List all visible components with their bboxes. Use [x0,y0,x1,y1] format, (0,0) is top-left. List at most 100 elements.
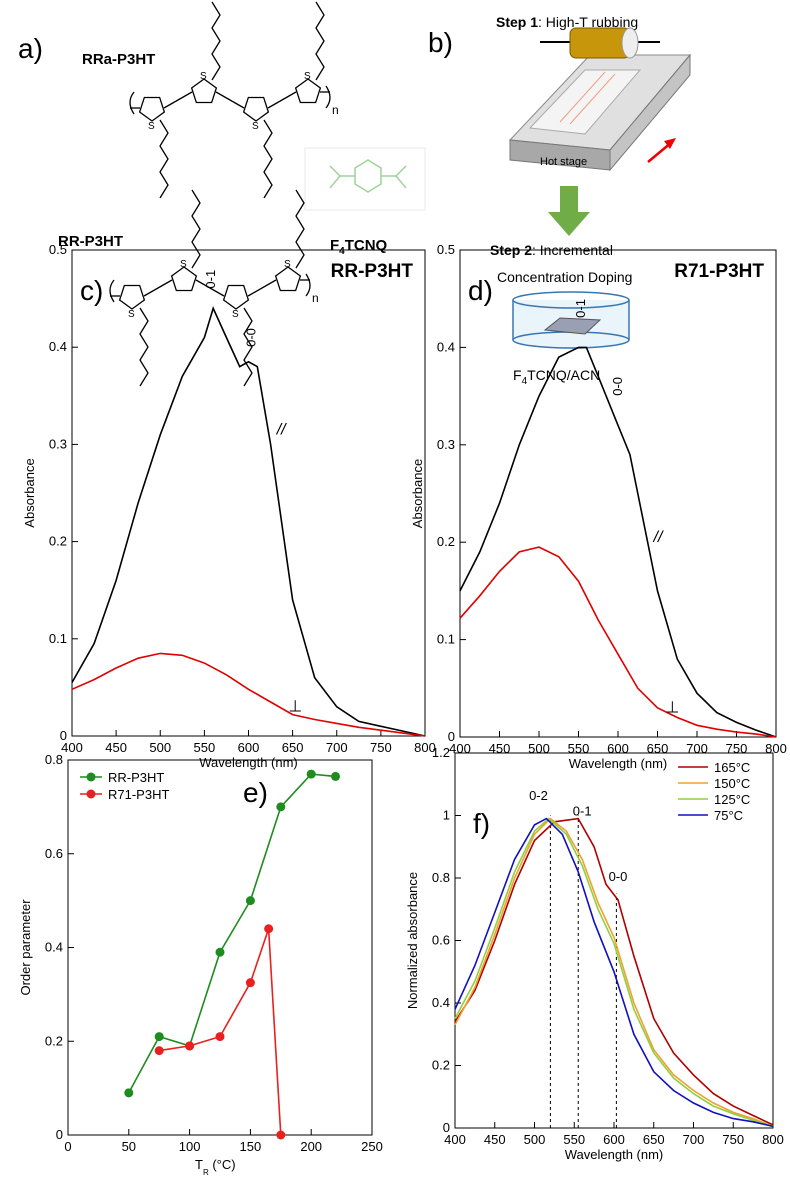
data-point [245,978,255,988]
step-name: Step 1 [496,14,538,30]
alkyl-chain [159,119,169,199]
dopant-structure [329,159,407,193]
legend-label: RR-P3HT [108,770,164,785]
x-axis-label: Wavelength (nm) [199,755,298,770]
alkyl-chain [191,189,201,269]
x-tick-label: 800 [765,741,787,756]
x-tick-label: 450 [484,1132,506,1147]
y-tick-label: 0 [443,1120,450,1135]
bracket [109,279,115,303]
y-tick-label: 0.4 [432,995,450,1010]
y-tick-label: 0.1 [49,631,67,646]
bracket [129,91,135,115]
dopant-image [304,147,426,211]
data-point [245,896,255,906]
ring-atom: S [148,121,155,132]
step-text: Step 1: High-T rubbing [496,14,638,30]
alkyl-chain [315,1,325,81]
series-line [459,546,777,738]
x-tick-label: 800 [762,1132,784,1147]
bond [143,279,173,297]
series-line [71,306,426,737]
label-part: (°C) [209,1157,236,1172]
legend-label: 125°C [714,792,750,807]
text-part: F [513,367,522,383]
x-axis-label: TR (°C) [195,1157,236,1177]
chart-title: RR-P3HT [331,261,414,282]
x-tick-label: 150 [240,1139,262,1154]
step-desc: : High-T rubbing [538,14,638,30]
x-tick-label: 50 [122,1139,136,1154]
y-tick-label: 0 [60,728,67,743]
legend-label: 150°C [714,776,750,791]
data-point [185,1041,195,1051]
x-tick-label: 400 [61,740,83,755]
thiophene-ring [138,96,166,122]
y-axis-label: Normalized absorbance [405,872,420,1009]
series-line [454,817,774,1128]
dopant-name: F4TCNQ [330,237,388,257]
x-axis-label: Wavelength (nm) [565,1147,664,1162]
x-tick-label: 450 [105,740,127,755]
ring-atom: S [128,309,135,320]
data-point [306,769,316,779]
x-tick-label: 750 [726,741,748,756]
annotation: 0-1 [573,804,592,819]
bond [163,91,193,109]
y-tick-label: 0.2 [437,534,455,549]
x-tick-label: 700 [686,741,708,756]
series-line [128,773,336,1094]
data-point [276,1130,286,1140]
bond [195,279,225,297]
step-desc: Concentration Doping [497,269,632,285]
bond [267,91,297,109]
x-tick-label: 800 [414,740,436,755]
legend-label: 75°C [714,808,743,823]
polymer-structure [109,189,311,387]
y-tick-label: 0.5 [49,242,67,257]
panel-label: f) [473,808,490,839]
data-point [215,947,225,957]
label-part: T [195,1157,203,1172]
text-part: TCNQ [345,237,388,254]
ring-atom: S [252,121,259,132]
annotation: 0-1 [573,299,588,318]
y-tick-label: 0.2 [45,1033,63,1048]
plot-frame [67,759,373,1136]
x-tick-label: 600 [238,740,260,755]
x-tick-label: 400 [449,741,471,756]
x-tick-label: 650 [643,1132,665,1147]
y-tick-label: 0.1 [437,632,455,647]
ring-atom: S [180,259,187,270]
series-label: // [653,529,664,546]
repeat-index: n [332,103,339,117]
polymer-name: RR-P3HT [58,233,123,250]
y-tick-label: 0 [448,729,455,744]
y-tick-label: 1.2 [432,745,450,760]
y-axis-label: Order parameter [18,899,33,996]
y-tick-label: 0.4 [49,339,67,354]
x-tick-label: 550 [563,1132,585,1147]
stage-label: Hot stage [540,156,587,168]
x-tick-label: 500 [524,1132,546,1147]
alkyl-chain [295,189,305,269]
series-line [454,817,774,1128]
y-tick-label: 0.6 [432,933,450,948]
alkyl-chain [263,119,273,199]
annotation: 0-0 [610,377,625,396]
series-line [454,817,774,1128]
bracket [305,273,311,297]
polymer-structure [129,1,331,199]
x-tick-label: 400 [444,1132,466,1147]
y-tick-label: 0.4 [437,339,455,354]
x-tick-label: 600 [603,1132,625,1147]
y-axis-label: Absorbance [410,459,425,528]
ring-atom: S [232,309,239,320]
x-tick-label: 600 [607,741,629,756]
panel-label: e) [243,777,268,808]
panel-label: d) [468,275,493,306]
x-tick-label: 650 [282,740,304,755]
bond [215,91,245,109]
text-sub: 4 [339,246,345,257]
hot-stage [508,27,692,172]
